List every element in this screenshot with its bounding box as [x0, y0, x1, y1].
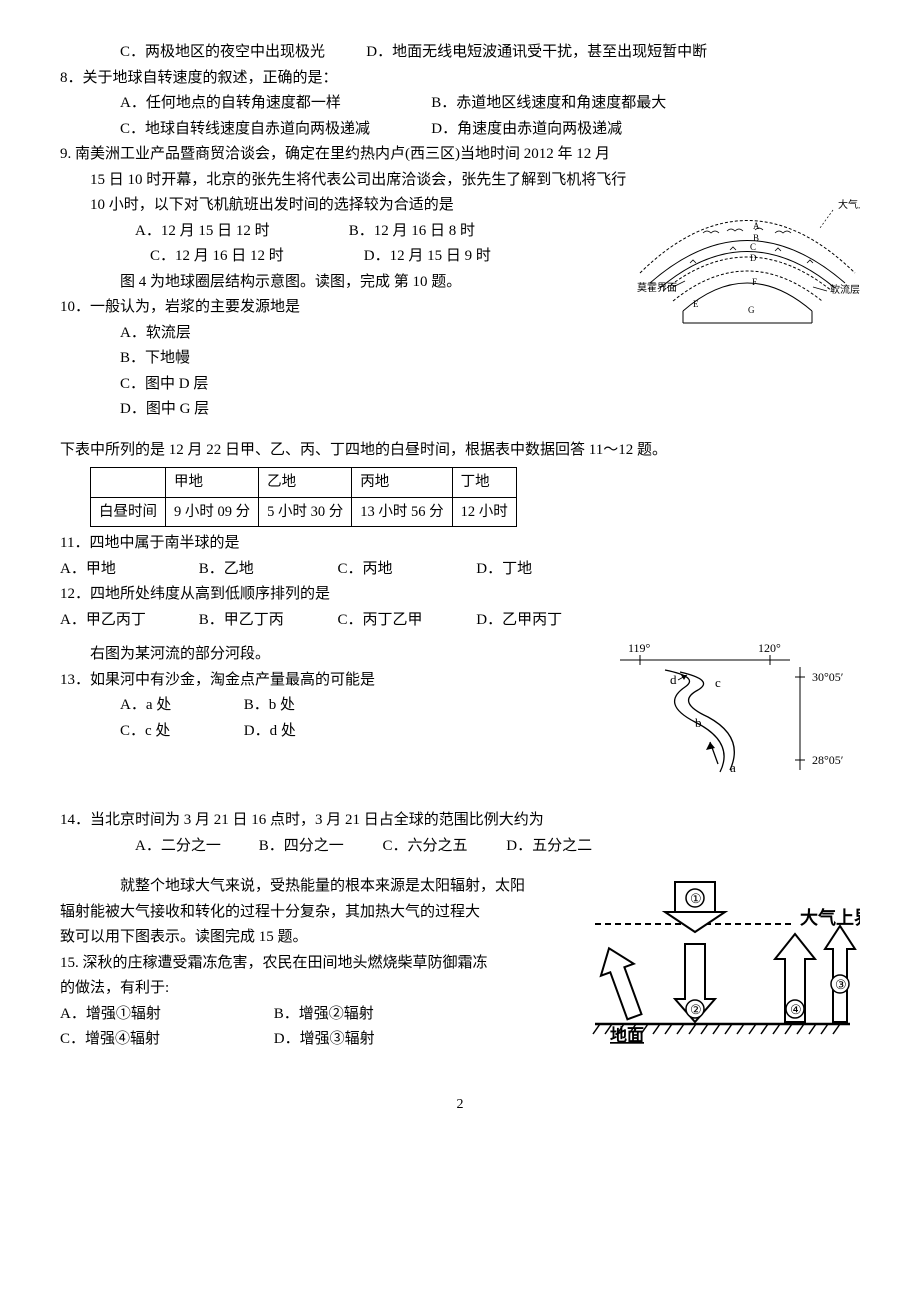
q13-a: A．a 处	[120, 693, 240, 719]
q14-opts: A．二分之一 B．四分之一 C．六分之五 D．五分之二	[60, 834, 860, 860]
atm-label-2: ②	[690, 1002, 702, 1017]
q13-d: D．d 处	[244, 723, 296, 739]
q11-c: C．丙地	[338, 557, 473, 583]
atm-label-3: ③	[835, 977, 847, 992]
atm-label-4: ④	[790, 1002, 802, 1017]
q8-opt-a: A．任何地点的自转角速度都一样	[120, 91, 390, 117]
th-yi: 乙地	[259, 468, 352, 498]
q9-stem2: 15 日 10 时开幕，北京的张先生将代表公司出席洽谈会，张先生了解到飞机将飞行	[60, 168, 860, 194]
cell-jia: 9 小时 09 分	[166, 497, 259, 527]
atm-label-1: ①	[690, 891, 702, 906]
q9-opt-d: D．12 月 15 日 9 时	[364, 248, 491, 264]
fig4-moho: 莫霍界面	[637, 282, 677, 294]
th-bing: 丙地	[352, 468, 452, 498]
figure-earth-layers: 大气上界 A B C D 莫霍界面 软流层	[635, 193, 860, 333]
q12-b: B．甲乙丁丙	[199, 608, 334, 634]
th-blank	[91, 468, 166, 498]
cell-bing: 13 小时 56 分	[352, 497, 452, 527]
q14-c: C．六分之五	[383, 834, 503, 860]
q12-stem: 12．四地所处纬度从高到低顺序排列的是	[60, 582, 860, 608]
q11-a: A．甲地	[60, 557, 195, 583]
figure-atmosphere: 大气上界 地面 ①	[590, 874, 860, 1044]
q8-opt-d: D．角速度由赤道向两极递减	[431, 117, 622, 143]
daylight-table: 甲地 乙地 丙地 丁地 白昼时间 9 小时 09 分 5 小时 30 分 13 …	[90, 467, 517, 527]
q7-options: C．两极地区的夜空中出现极光 D．地面无线电短波通讯受干扰，甚至出现短暂中断	[60, 40, 860, 66]
lat1: 30°05′	[812, 670, 844, 684]
fig4-C: C	[750, 242, 756, 252]
river-a: a	[730, 760, 736, 775]
q9-opt-b: B．12 月 16 日 8 时	[349, 223, 475, 239]
lon1: 119°	[628, 642, 651, 655]
q12-opts: A．甲乙丙丁 B．甲乙丁丙 C．丙丁乙甲 D．乙甲丙丁	[60, 608, 860, 634]
q10-opt-c: C．图中 D 层	[60, 372, 860, 398]
river-b: b	[695, 715, 702, 730]
q14-a: A．二分之一	[135, 834, 255, 860]
fig4-F: F	[752, 277, 757, 287]
q13-b: B．b 处	[244, 697, 295, 713]
lon2: 120°	[758, 642, 781, 655]
q9-opt-c: C．12 月 16 日 12 时	[135, 244, 360, 270]
q11-b: B．乙地	[199, 557, 334, 583]
fig4-A: A	[753, 221, 760, 231]
q9-opt-a: A．12 月 15 日 12 时	[135, 219, 345, 245]
q15-d: D．增强③辐射	[274, 1031, 375, 1047]
q8-opt-b: B．赤道地区线速度和角速度都最大	[431, 91, 666, 117]
q14-stem: 14．当北京时间为 3 月 21 日 16 点时，3 月 21 日占全球的范围比…	[60, 808, 860, 834]
lat2: 28°05′	[812, 753, 844, 767]
row-label: 白昼时间	[91, 497, 166, 527]
th-ding: 丁地	[452, 468, 516, 498]
q11-d: D．丁地	[476, 557, 611, 583]
q8-stem: 8．关于地球自转速度的叙述，正确的是：	[60, 66, 860, 92]
cell-ding: 12 小时	[452, 497, 516, 527]
q13-c: C．c 处	[120, 719, 240, 745]
table-intro: 下表中所列的是 12 月 22 日甲、乙、丙、丁四地的白昼时间，根据表中数据回答…	[60, 438, 860, 464]
q14-b: B．四分之一	[259, 834, 379, 860]
cell-yi: 5 小时 30 分	[259, 497, 352, 527]
q11-opts: A．甲地 B．乙地 C．丙地 D．丁地	[60, 557, 860, 583]
q9-stem1: 9. 南美洲工业产品暨商贸洽谈会，确定在里约热内卢(西三区)当地时间 2012 …	[60, 142, 860, 168]
q12-c: C．丙丁乙甲	[338, 608, 473, 634]
q14-d: D．五分之二	[506, 838, 592, 854]
fig4-G: G	[748, 305, 755, 315]
q15-c: C．增强④辐射	[60, 1027, 270, 1053]
q7-opt-c: C．两极地区的夜空中出现极光	[120, 40, 325, 66]
q8-row1: A．任何地点的自转角速度都一样 B．赤道地区线速度和角速度都最大	[60, 91, 860, 117]
q11-stem: 11．四地中属于南半球的是	[60, 531, 860, 557]
atm-top-label: 大气上界	[800, 907, 860, 928]
fig4-label-atm: 大气上界	[838, 198, 860, 211]
q8-opt-c: C．地球自转线速度自赤道向两极递减	[120, 117, 390, 143]
q12-a: A．甲乙丙丁	[60, 608, 195, 634]
q12-d: D．乙甲丙丁	[476, 608, 611, 634]
q15-a: A．增强①辐射	[60, 1002, 270, 1028]
river-d: d	[670, 672, 677, 687]
q8-row2: C．地球自转线速度自赤道向两极递减 D．角速度由赤道向两极递减	[60, 117, 860, 143]
fig4-E: E	[693, 299, 699, 309]
atm-ground: 地面	[610, 1025, 644, 1044]
page-number: 2	[60, 1093, 860, 1117]
q7-opt-d: D．地面无线电短波通讯受干扰，甚至出现短暂中断	[366, 40, 707, 66]
river-c: c	[715, 675, 721, 690]
q10-opt-d: D．图中 G 层	[60, 397, 860, 423]
figure-river: 119° 120° 30°05′ 28°05′ a b c d	[590, 642, 860, 787]
q10-opt-b: B．下地幔	[60, 346, 860, 372]
fig4-astheno: 软流层	[830, 283, 860, 296]
fig4-D: D	[750, 253, 757, 263]
q15-b: B．增强②辐射	[274, 1006, 374, 1022]
th-jia: 甲地	[166, 468, 259, 498]
